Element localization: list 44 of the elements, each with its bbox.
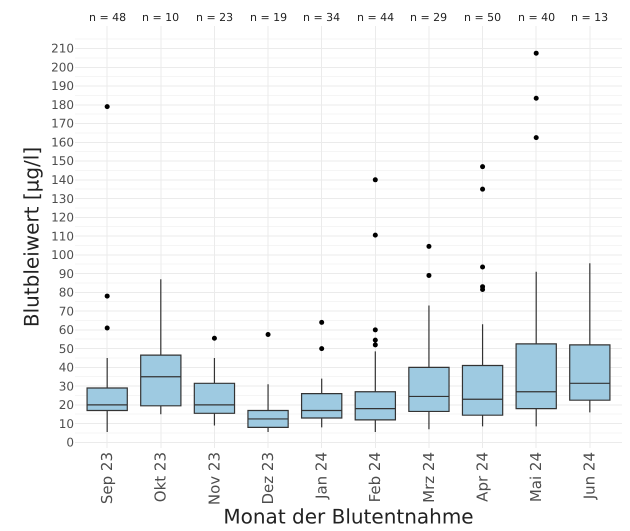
y-tick-label: 130 [51, 192, 74, 206]
y-tick-label: 30 [58, 379, 74, 394]
x-tick-label: Okt 23 [152, 452, 170, 502]
y-tick-label: 80 [58, 286, 74, 300]
text: n = 29 [410, 11, 448, 24]
y-tick-label: 50 [58, 342, 74, 356]
x-tick-label: Nov 23 [205, 452, 224, 506]
x-tick-label: Apr 24 [473, 452, 492, 502]
x-tick-label: Jan 24 [312, 452, 331, 500]
y-tick-label: 20 [58, 398, 74, 412]
text: n = 13 [571, 11, 608, 24]
x-tick-label: Feb 24 [366, 452, 384, 502]
x-tick-label: Dez 23 [258, 452, 277, 505]
y-tick-label: 140 [51, 173, 74, 187]
x-axis-title: Monat der Blutentnahme [223, 504, 474, 529]
text: n = 34 [303, 11, 340, 24]
y-tick-label: 90 [58, 266, 74, 281]
x-tick-label: Jun 24 [580, 452, 599, 500]
text: n = 44 [357, 11, 394, 24]
text: n = 50 [464, 11, 502, 24]
y-axis-title: Blutbleiwert [µg/l] [20, 146, 44, 328]
text: n = 48 [89, 11, 126, 24]
y-tick-label: 150 [51, 154, 74, 168]
y-tick-label: 190 [51, 79, 74, 94]
y-tick-label: 0 [66, 436, 74, 450]
y-tick-label: 160 [51, 135, 74, 150]
y-tick-label: 70 [58, 304, 74, 318]
y-tick-label: 100 [51, 248, 74, 262]
x-tick-label: Sep 23 [98, 452, 116, 504]
y-tick-label: 40 [58, 360, 74, 375]
y-tick-label: 110 [51, 229, 74, 244]
y-tick-label: 120 [51, 210, 74, 225]
y-tick-label: 200 [51, 60, 74, 74]
x-tick-label: Mrz 24 [420, 452, 438, 503]
y-tick-label: 10 [58, 416, 74, 431]
x-tick-label: Mai 24 [527, 452, 546, 502]
text: n = 23 [196, 11, 234, 24]
y-tick-label: 60 [58, 323, 74, 338]
text: n = 19 [250, 11, 288, 24]
text: n = 10 [142, 11, 180, 24]
y-tick-label: 210 [51, 42, 74, 56]
text: n = 40 [518, 11, 556, 24]
y-tick-label: 170 [51, 116, 74, 131]
y-tick-label: 180 [51, 98, 74, 112]
